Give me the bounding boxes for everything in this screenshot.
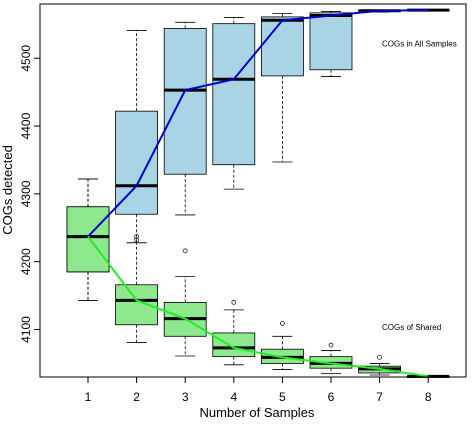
box-all-3: [163, 21, 207, 216]
annotation-all-samples: COGs in All Samples: [382, 40, 457, 49]
outlier-point: [134, 237, 139, 243]
y-tick-label: 4500: [19, 45, 33, 72]
box-body: [115, 110, 158, 215]
box-body: [115, 284, 158, 326]
x-axis-label: Number of Samples: [200, 405, 315, 420]
x-tick-label: 6: [328, 390, 335, 404]
box-shared-6: [309, 342, 353, 375]
outlier-point: [182, 248, 188, 254]
box-shared-5: [260, 321, 304, 370]
median-lines-layer: [87, 9, 429, 378]
box-shared-1: [66, 178, 110, 301]
outlier-point: [280, 321, 285, 326]
box-body: [212, 332, 256, 358]
box-all-5: [260, 13, 304, 163]
y-tick-label: 4400: [19, 112, 33, 139]
median-line-shared: [87, 236, 429, 378]
x-tick-label: 2: [133, 390, 140, 404]
x-tick-label: 7: [376, 390, 383, 404]
box-all-6: [309, 11, 353, 77]
annotations-layer: COGs in All Samples COGs of Shared: [382, 40, 457, 332]
box-shared-3: [163, 248, 207, 357]
box-body: [163, 28, 207, 175]
outlier-point: [231, 300, 237, 305]
x-axis: 1 2 3 4 5 6 7 8: [85, 376, 432, 404]
box-body: [212, 23, 256, 166]
annotation-shared: COGs of Shared: [382, 323, 441, 332]
outlier-point: [377, 354, 382, 360]
box-shared-2: [115, 234, 158, 343]
box-shared-4: [212, 300, 256, 366]
box-all-2: [115, 30, 158, 244]
x-tick-label: 8: [425, 390, 432, 404]
box-body: [260, 16, 304, 77]
box-body: [66, 206, 110, 273]
y-tick-label: 4300: [19, 180, 33, 207]
outlier-point: [134, 234, 139, 239]
box-body: [309, 12, 353, 71]
x-tick-label: 1: [85, 390, 92, 404]
y-tick-label: 4200: [19, 248, 33, 275]
y-tick-label: 4100: [19, 316, 33, 343]
x-tick-label: 4: [230, 390, 237, 404]
x-tick-label: 5: [279, 390, 286, 404]
median-line-all: [87, 9, 429, 238]
y-axis-label: COGs detected: [0, 145, 15, 235]
box-all-4: [212, 17, 256, 190]
outlier-point: [328, 342, 334, 348]
y-axis: 4100 4200 4300 4400 4500: [19, 45, 40, 343]
x-tick-label: 3: [182, 390, 189, 404]
